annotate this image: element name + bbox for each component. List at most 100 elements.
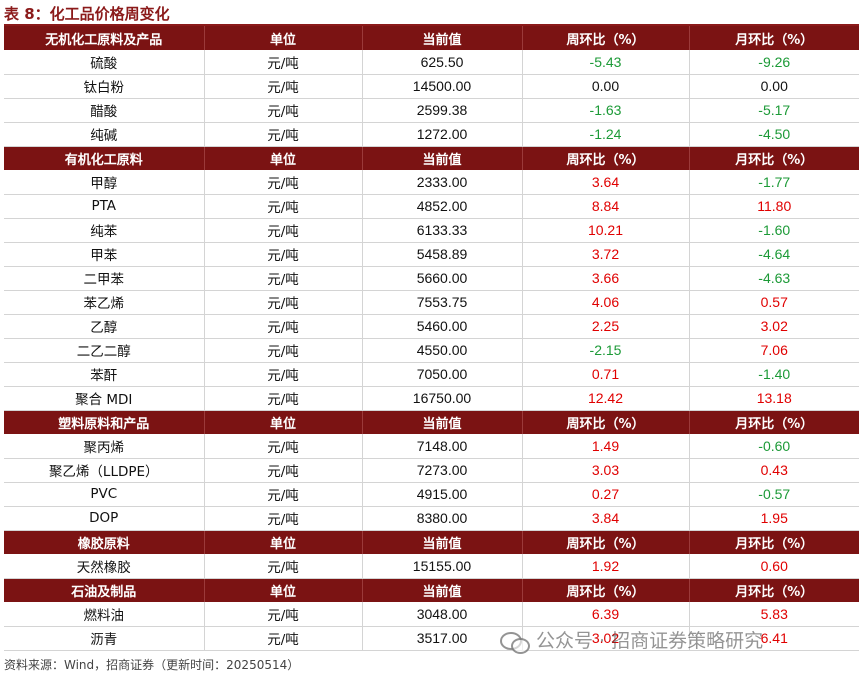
current-value-cell: 2333.00 xyxy=(361,170,522,195)
current-value-cell: 5460.00 xyxy=(361,314,522,339)
week-change-cell: 3.84 xyxy=(521,506,689,531)
section-title: 塑料原料和产品 xyxy=(4,410,204,434)
current-value-cell: 1272.00 xyxy=(361,122,522,147)
chemical-price-table: 无机化工原料及产品 单位 当前值 周环比（%） 月环比（%） 硫酸 元/吨 625.50 -5.… xyxy=(4,26,859,651)
unit-cell: 元/吨 xyxy=(203,386,362,411)
unit-cell: 元/吨 xyxy=(203,194,362,219)
column-header: 单位 xyxy=(203,26,362,50)
current-value-cell: 4550.00 xyxy=(361,338,522,363)
week-change-cell: 8.84 xyxy=(521,194,689,219)
current-value-cell: 8380.00 xyxy=(361,506,522,531)
column-header: 当前值 xyxy=(361,26,522,50)
month-change-cell: -4.50 xyxy=(688,122,859,147)
unit-cell: 元/吨 xyxy=(203,362,362,387)
week-change-cell: 3.02 xyxy=(521,626,689,651)
column-header: 月环比（%） xyxy=(688,530,859,554)
section-header-row: 有机化工原料 单位 当前值 周环比（%） 月环比（%） xyxy=(4,146,859,170)
source-note: 资料来源：Wind，招商证券（更新时间：20250514） xyxy=(4,658,300,672)
column-header: 周环比（%） xyxy=(521,530,689,554)
unit-cell: 元/吨 xyxy=(203,266,362,291)
product-name-cell: 聚乙烯（LLDPE） xyxy=(4,458,204,483)
current-value-cell: 16750.00 xyxy=(361,386,522,411)
product-name-cell: 乙醇 xyxy=(4,314,204,339)
current-value-cell: 3517.00 xyxy=(361,626,522,651)
month-change-cell: 0.43 xyxy=(688,458,859,483)
month-change-cell: 7.06 xyxy=(688,338,859,363)
column-header: 周环比（%） xyxy=(521,146,689,170)
month-change-cell: 13.18 xyxy=(688,386,859,411)
column-header: 月环比（%） xyxy=(688,578,859,602)
watermark: 公众号 · 招商证券策略研究 xyxy=(500,626,763,656)
unit-cell: 元/吨 xyxy=(203,554,362,579)
week-change-cell: 4.06 xyxy=(521,290,689,315)
table-row: PTA 元/吨 4852.00 8.84 11.80 xyxy=(4,194,859,219)
column-header: 当前值 xyxy=(361,410,522,434)
product-name-cell: 纯苯 xyxy=(4,218,204,243)
month-change-cell: -0.57 xyxy=(688,482,859,507)
week-change-cell: 2.25 xyxy=(521,314,689,339)
current-value-cell: 7050.00 xyxy=(361,362,522,387)
product-name-cell: 醋酸 xyxy=(4,98,204,123)
week-change-cell: 3.66 xyxy=(521,266,689,291)
table-row: 甲苯 元/吨 5458.89 3.72 -4.64 xyxy=(4,242,859,267)
month-change-cell: -1.40 xyxy=(688,362,859,387)
table-row: 二乙二醇 元/吨 4550.00 -2.15 7.06 xyxy=(4,338,859,363)
table-row: PVC 元/吨 4915.00 0.27 -0.57 xyxy=(4,482,859,507)
table-row: 沥青 元/吨 3517.00 3.02 6.41 xyxy=(4,626,859,651)
current-value-cell: 5660.00 xyxy=(361,266,522,291)
unit-cell: 元/吨 xyxy=(203,218,362,243)
column-header: 周环比（%） xyxy=(521,410,689,434)
unit-cell: 元/吨 xyxy=(203,602,362,627)
unit-cell: 元/吨 xyxy=(203,506,362,531)
unit-cell: 元/吨 xyxy=(203,74,362,99)
current-value-cell: 7553.75 xyxy=(361,290,522,315)
unit-cell: 元/吨 xyxy=(203,314,362,339)
current-value-cell: 6133.33 xyxy=(361,218,522,243)
table-title: 表 8：化工品价格周变化 xyxy=(4,5,170,23)
section-title: 石油及制品 xyxy=(4,578,204,602)
table-row: 硫酸 元/吨 625.50 -5.43 -9.26 xyxy=(4,50,859,75)
current-value-cell: 4915.00 xyxy=(361,482,522,507)
section-title: 有机化工原料 xyxy=(4,146,204,170)
product-name-cell: 纯碱 xyxy=(4,122,204,147)
section-header-row: 橡胶原料 单位 当前值 周环比（%） 月环比（%） xyxy=(4,530,859,554)
unit-cell: 元/吨 xyxy=(203,434,362,459)
product-name-cell: PTA xyxy=(4,194,204,219)
unit-cell: 元/吨 xyxy=(203,290,362,315)
product-name-cell: 燃料油 xyxy=(4,602,204,627)
week-change-cell: 10.21 xyxy=(521,218,689,243)
column-header: 周环比（%） xyxy=(521,578,689,602)
month-change-cell: 1.95 xyxy=(688,506,859,531)
week-change-cell: -2.15 xyxy=(521,338,689,363)
table-row: 聚丙烯 元/吨 7148.00 1.49 -0.60 xyxy=(4,434,859,459)
month-change-cell: -5.17 xyxy=(688,98,859,123)
section-header-row: 塑料原料和产品 单位 当前值 周环比（%） 月环比（%） xyxy=(4,410,859,434)
current-value-cell: 625.50 xyxy=(361,50,522,75)
current-value-cell: 7273.00 xyxy=(361,458,522,483)
month-change-cell: 0.57 xyxy=(688,290,859,315)
product-name-cell: 硫酸 xyxy=(4,50,204,75)
week-change-cell: 0.27 xyxy=(521,482,689,507)
table-row: 燃料油 元/吨 3048.00 6.39 5.83 xyxy=(4,602,859,627)
product-name-cell: 甲苯 xyxy=(4,242,204,267)
product-name-cell: 二乙二醇 xyxy=(4,338,204,363)
month-change-cell: 3.02 xyxy=(688,314,859,339)
table-row: 醋酸 元/吨 2599.38 -1.63 -5.17 xyxy=(4,98,859,123)
table-row: 纯苯 元/吨 6133.33 10.21 -1.60 xyxy=(4,218,859,243)
table-row: 乙醇 元/吨 5460.00 2.25 3.02 xyxy=(4,314,859,339)
column-header: 单位 xyxy=(203,146,362,170)
week-change-cell: 0.71 xyxy=(521,362,689,387)
table-row: 聚合 MDI 元/吨 16750.00 12.42 13.18 xyxy=(4,386,859,411)
week-change-cell: 6.39 xyxy=(521,602,689,627)
watermark-text: 公众号 · 招商证券策略研究 xyxy=(536,630,764,652)
month-change-cell: -0.60 xyxy=(688,434,859,459)
week-change-cell: -1.63 xyxy=(521,98,689,123)
section-title: 橡胶原料 xyxy=(4,530,204,554)
month-change-cell: -4.63 xyxy=(688,266,859,291)
column-header: 当前值 xyxy=(361,530,522,554)
month-change-cell: -1.77 xyxy=(688,170,859,195)
current-value-cell: 7148.00 xyxy=(361,434,522,459)
section-header-row: 无机化工原料及产品 单位 当前值 周环比（%） 月环比（%） xyxy=(4,26,859,50)
current-value-cell: 14500.00 xyxy=(361,74,522,99)
product-name-cell: 钛白粉 xyxy=(4,74,204,99)
